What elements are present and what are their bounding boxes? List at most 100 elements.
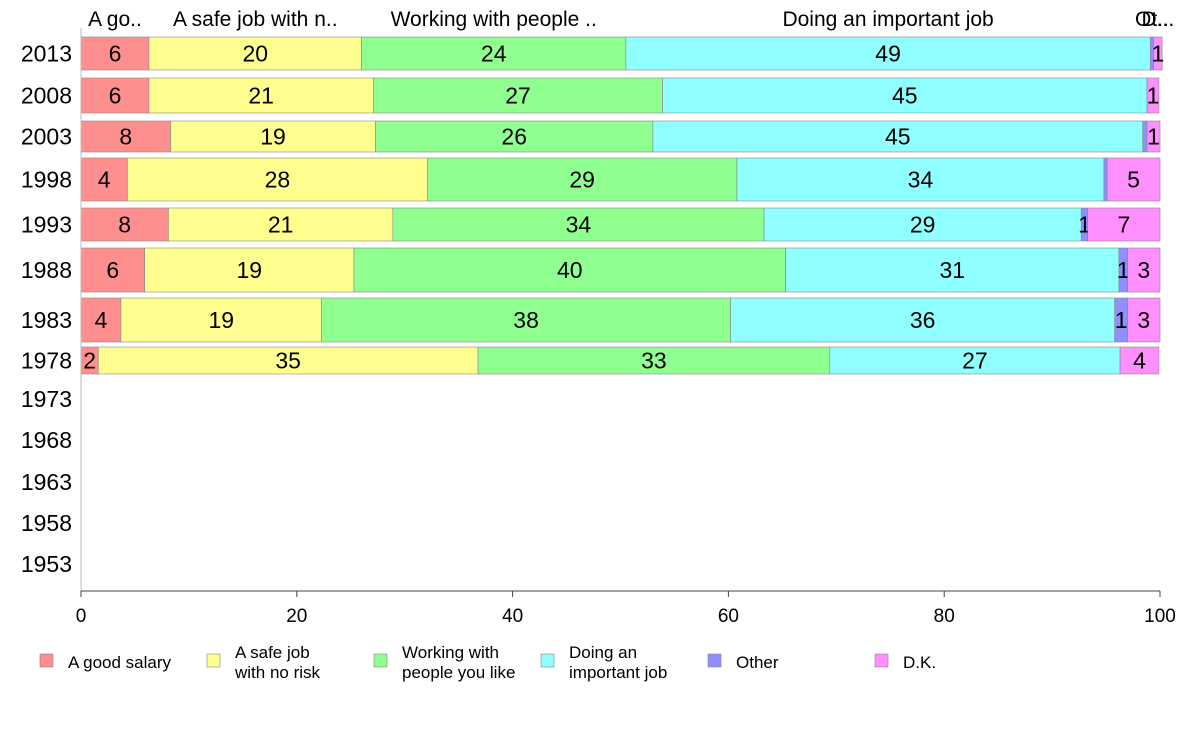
data-label: 2: [83, 348, 96, 374]
data-label: 1: [1117, 257, 1130, 283]
data-label: 35: [275, 348, 301, 374]
x-tick-label: 80: [934, 606, 955, 627]
legend-label: D.K.: [903, 653, 936, 672]
data-label: 27: [962, 348, 988, 374]
legend-swatch: [874, 653, 889, 668]
x-axis: 0 20 40 60 80 100: [76, 28, 1176, 627]
data-label: 29: [910, 212, 936, 238]
bar-segment: [80, 207, 169, 242]
year-label: 1978: [21, 348, 72, 374]
bar-segment: [120, 297, 322, 343]
data-label: 24: [481, 41, 507, 67]
year-label: 1998: [21, 167, 72, 193]
x-tick-label: 0: [76, 606, 87, 627]
column-header: Ot..: [1135, 8, 1169, 31]
bar-segment: [168, 207, 394, 242]
bar-segment: [148, 77, 374, 114]
legend-label: with no risk: [234, 663, 321, 682]
column-header: A safe job with n..: [173, 8, 338, 31]
year-label: 1963: [21, 469, 72, 495]
data-label: 1: [1147, 124, 1160, 150]
bar-segment: [1127, 297, 1161, 343]
bar-segment: [1119, 346, 1160, 375]
data-label: 4: [98, 167, 111, 193]
data-label: 1: [1147, 83, 1160, 109]
bar-segment: [373, 77, 663, 114]
data-label: 6: [106, 257, 119, 283]
bar-segment: [1146, 120, 1161, 153]
data-label: 7: [1117, 212, 1130, 238]
year-label: 1953: [21, 551, 72, 577]
year-label: 1993: [21, 212, 72, 238]
legend-swatch: [39, 653, 54, 668]
data-label: 1: [1115, 307, 1128, 333]
data-label: 1: [1151, 41, 1164, 67]
legend-swatch: [540, 653, 555, 668]
data-label: 38: [513, 307, 539, 333]
bar-segment: [80, 247, 145, 293]
data-label: 40: [557, 257, 583, 283]
bar-segment: [1106, 157, 1161, 202]
bar-segment: [392, 207, 765, 242]
year-label: 1988: [21, 257, 72, 283]
data-label: 45: [892, 83, 918, 109]
x-tick-label: 40: [502, 606, 523, 627]
x-tick-label: 20: [286, 606, 307, 627]
data-label: 5: [1127, 167, 1140, 193]
column-header: Doing an important job: [782, 8, 993, 31]
data-label: 19: [237, 257, 263, 283]
legend-swatch: [373, 653, 388, 668]
data-label: 28: [265, 167, 291, 193]
legend-label: A good salary: [68, 653, 172, 672]
data-label: 29: [569, 167, 595, 193]
bar-segment: [652, 120, 1144, 153]
year-label: 2013: [21, 41, 72, 67]
bars: 6 20 24 49 16 21 27 45 18 19 26 45 14 28 29 34 58 21 34 29 1…: [80, 36, 1164, 375]
data-label: 31: [939, 257, 965, 283]
data-label: 49: [875, 41, 901, 67]
bar-segment: [625, 36, 1151, 71]
data-label: 36: [910, 307, 936, 333]
bar-segment: [1153, 36, 1163, 71]
bar-segment: [80, 157, 128, 202]
legend-label: Doing an: [569, 643, 637, 662]
bar-segment: [736, 157, 1105, 202]
year-label: 1958: [21, 510, 72, 536]
bar-segment: [148, 36, 362, 71]
bar-segment: [785, 247, 1120, 293]
data-label: 21: [248, 83, 274, 109]
legend-label: Other: [736, 653, 779, 672]
data-label: 19: [260, 124, 286, 150]
data-label: 8: [119, 124, 132, 150]
year-label: 1973: [21, 386, 72, 412]
legend-label: Working with: [402, 643, 499, 662]
legend-label: A safe job: [235, 643, 310, 662]
year-label: 2003: [21, 124, 72, 150]
bar-segment: [763, 207, 1082, 242]
bar-segment: [127, 157, 428, 202]
column-header: Working with people ..: [391, 8, 597, 31]
x-tick-label: 60: [718, 606, 739, 627]
data-label: 20: [242, 41, 268, 67]
data-label: 21: [268, 212, 294, 238]
year-label: 1983: [21, 307, 72, 333]
data-label: 4: [1133, 348, 1146, 374]
column-headers: A go.. A safe job with n.. Working with pe…: [88, 8, 1174, 31]
bar-segment: [427, 157, 738, 202]
bar-segment: [1103, 157, 1108, 202]
legend-label: people you like: [402, 663, 515, 682]
legend-label: important job: [569, 663, 667, 682]
data-label: 4: [95, 307, 108, 333]
bar-segment: [1087, 207, 1161, 242]
data-label: 3: [1137, 257, 1150, 283]
year-label: 1968: [21, 427, 72, 453]
bar-segment: [829, 346, 1121, 375]
year-label: 2008: [21, 83, 72, 109]
bar-segment: [1127, 247, 1161, 293]
bar-segment: [375, 120, 654, 153]
data-label: 33: [641, 348, 667, 374]
bar-segment: [170, 120, 376, 153]
bar-segment: [97, 346, 479, 375]
